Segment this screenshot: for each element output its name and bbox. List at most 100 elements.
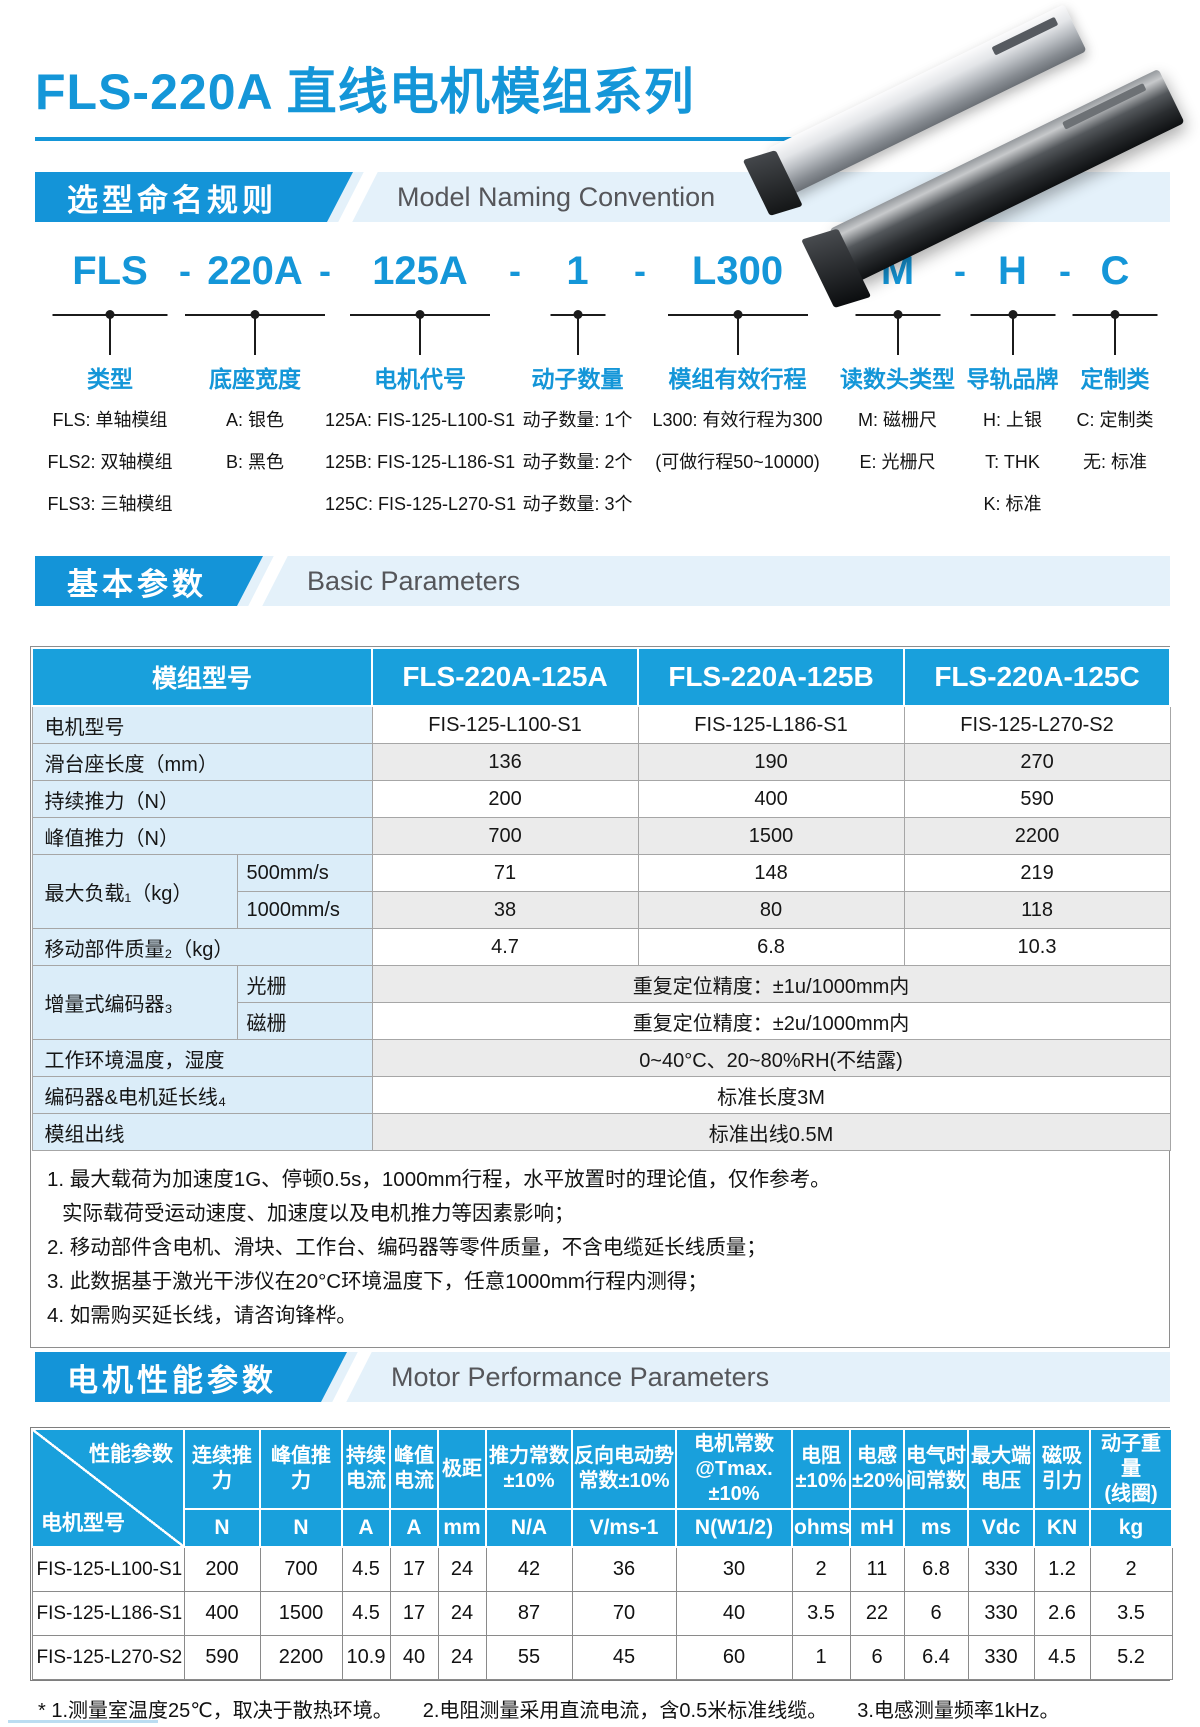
naming-option: T: THK bbox=[985, 452, 1040, 472]
td-label: 滑台座长度（mm） bbox=[31, 743, 373, 781]
code-connector bbox=[640, 299, 835, 359]
td-value: 24 bbox=[437, 1546, 487, 1592]
connector-stem bbox=[109, 315, 111, 355]
naming-category-label: 导轨品牌 bbox=[966, 366, 1059, 392]
unit-cell: N bbox=[183, 1508, 261, 1548]
page-title: FLS-220A 直线电机模组系列 bbox=[35, 64, 695, 120]
table-row: 最大负载₁（kg） 500mm/s 71 148 219 bbox=[31, 854, 1171, 929]
td-value: 70 bbox=[571, 1591, 677, 1636]
naming-option: 125A: FIS-125-L100-S1 bbox=[325, 410, 516, 430]
code-connector bbox=[960, 299, 1065, 359]
table-row: 持续推力（N） 200 400 590 bbox=[31, 780, 1171, 818]
column-header: 电气时 间常数 bbox=[903, 1428, 969, 1510]
td-value: 1500 bbox=[259, 1591, 343, 1636]
naming-category-label: 底座宽度 bbox=[209, 366, 301, 392]
code-separator: - bbox=[634, 250, 646, 291]
td-value: 38 bbox=[371, 891, 639, 929]
column-header: 峰值 电流 bbox=[389, 1428, 439, 1510]
td-value: 136 bbox=[371, 743, 639, 781]
td-value: 3.5 bbox=[1089, 1591, 1173, 1636]
connector-dot bbox=[250, 310, 260, 319]
table-row: 模组出线 标准出线0.5M bbox=[31, 1113, 1171, 1151]
td-value: 4.5 bbox=[341, 1591, 391, 1636]
td-value: 24 bbox=[437, 1635, 487, 1680]
td-value: 6 bbox=[849, 1635, 905, 1680]
unit-cell: kg bbox=[1089, 1508, 1173, 1548]
connector-stem bbox=[736, 315, 739, 355]
code-segment: 1 bbox=[566, 248, 589, 293]
naming-diagram: FLS 220A 125A 1 L300 M H C - - - - - - -… bbox=[35, 243, 1165, 525]
naming-option: 无: 标准 bbox=[1082, 452, 1147, 472]
td-value: 200 bbox=[371, 780, 639, 818]
unit-cell: N(W1/2) bbox=[675, 1508, 793, 1548]
td-value: FIS-125-L186-S1 bbox=[637, 705, 905, 744]
code-separator: - bbox=[954, 250, 966, 291]
naming-column-mover-count: 动子数量 动子数量: 1个 动子数量: 2个 动子数量: 3个 bbox=[515, 299, 640, 525]
unit-cell: mH bbox=[849, 1508, 905, 1548]
code-segment: 220A bbox=[207, 248, 303, 293]
naming-option bbox=[835, 483, 960, 525]
column-header: 极距 bbox=[437, 1428, 487, 1510]
td-model: FIS-125-L186-S1 bbox=[31, 1591, 185, 1636]
connector-dot bbox=[733, 310, 742, 319]
td-label: 移动部件质量₂（kg） bbox=[31, 928, 373, 966]
naming-option: 125C: FIS-125-L270-S1 bbox=[325, 494, 517, 514]
table-header-row: 性能参数 电机型号 连续推力 峰值推力 持续 电流 峰值 电流 极距 推力常数 … bbox=[31, 1428, 1173, 1548]
connector-stem bbox=[576, 315, 579, 355]
naming-option bbox=[185, 483, 325, 525]
naming-column-custom: 定制类 C: 定制类 无: 标准 bbox=[1065, 299, 1165, 525]
td-sublabel: 光栅 bbox=[236, 965, 373, 1003]
td-label: 最大负载₁（kg） bbox=[31, 854, 238, 929]
naming-option: (可做行程50~10000) bbox=[655, 452, 820, 472]
td-value: 2.6 bbox=[1033, 1591, 1091, 1636]
naming-option: B: 黑色 bbox=[225, 452, 284, 472]
td-value: 10.3 bbox=[903, 928, 1171, 966]
note-line: 实际载荷受运动速度、加速度以及电机推力等因素影响； bbox=[62, 1202, 575, 1225]
connector-stem bbox=[1114, 315, 1116, 355]
td-label: 持续推力（N） bbox=[31, 780, 373, 818]
td-model: FIS-125-L270-S2 bbox=[31, 1635, 185, 1680]
note-line: 2. 移动部件含电机、滑块、工作台、编码器等零件质量，不含电缆延长线质量； bbox=[47, 1236, 767, 1259]
code-segment: H bbox=[998, 248, 1027, 293]
td-value: 重复定位精度：±1u/1000mm内 bbox=[371, 965, 1171, 1003]
td-value: 24 bbox=[437, 1591, 487, 1636]
naming-column-base-width: 底座宽度 A: 银色 B: 黑色 bbox=[185, 299, 325, 525]
connector-dot bbox=[1110, 310, 1120, 319]
column-header: 动子重量 (线圈) bbox=[1089, 1428, 1173, 1510]
naming-option: 125B: FIS-125-L186-S1 bbox=[325, 452, 516, 472]
unit-cell: mm bbox=[437, 1508, 487, 1548]
td-label: 模组出线 bbox=[31, 1113, 373, 1151]
naming-option: K: 标准 bbox=[983, 494, 1042, 514]
section-title-en: Motor Performance Parameters bbox=[391, 1361, 770, 1392]
code-connector bbox=[35, 299, 185, 359]
td-value: 1.2 bbox=[1033, 1546, 1091, 1592]
column-header: 最大端 电压 bbox=[967, 1428, 1035, 1510]
naming-category-label: 读数头类型 bbox=[840, 366, 955, 392]
td-value: 11 bbox=[849, 1546, 905, 1592]
td-value: 3.5 bbox=[791, 1591, 851, 1636]
diagonal-header-cell: 性能参数 电机型号 bbox=[31, 1428, 185, 1548]
table-row: 滑台座长度（mm） 136 190 270 bbox=[31, 743, 1171, 781]
naming-option: H: 上银 bbox=[982, 410, 1042, 430]
unit-cell: N bbox=[259, 1508, 343, 1548]
code-connector bbox=[325, 299, 515, 359]
connector-dot bbox=[573, 310, 582, 319]
code-separator: - bbox=[319, 250, 331, 291]
td-value: 6 bbox=[903, 1591, 969, 1636]
td-label: 增量式编码器₃ bbox=[31, 965, 238, 1040]
td-value: 700 bbox=[259, 1546, 343, 1592]
td-value: 17 bbox=[389, 1546, 439, 1592]
section-title-zh: 电机性能参数 bbox=[35, 1352, 347, 1402]
td-value: 0~40°C、20~80%RH(不结露) bbox=[371, 1039, 1171, 1077]
td-sublabel: 500mm/s bbox=[236, 854, 373, 892]
naming-option: C: 定制类 bbox=[1076, 410, 1154, 430]
connector-stem bbox=[896, 315, 899, 355]
td-label: 电机型号 bbox=[31, 705, 373, 744]
table-row: 峰值推力（N） 700 1500 2200 bbox=[31, 817, 1171, 855]
note-line: 4. 如需购买延长线，请咨询锋桦。 bbox=[47, 1304, 357, 1327]
naming-option: 动子数量: 1个 bbox=[522, 410, 633, 430]
naming-option: FLS3: 三轴模组 bbox=[47, 494, 173, 514]
td-value: 148 bbox=[637, 854, 905, 892]
td-value: 重复定位精度：±2u/1000mm内 bbox=[371, 1002, 1171, 1040]
td-value: 80 bbox=[637, 891, 905, 929]
